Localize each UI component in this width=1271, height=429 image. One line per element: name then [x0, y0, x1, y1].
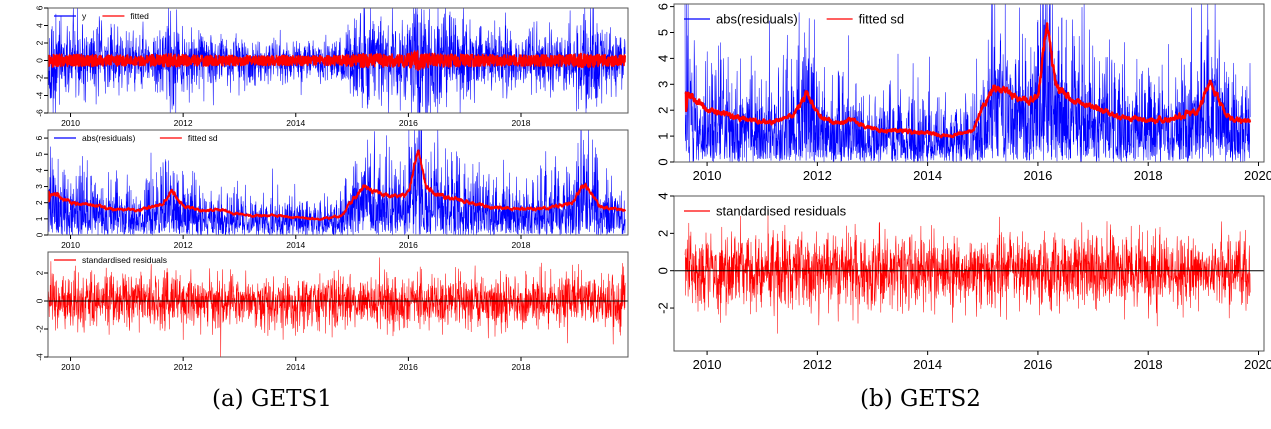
- x-tick-label: 2018: [1134, 168, 1163, 183]
- y-tick-label: 2: [655, 107, 670, 114]
- x-tick-label: 2016: [399, 362, 418, 372]
- legend-label: y: [82, 11, 87, 21]
- legend-label: standardised residuals: [82, 255, 167, 265]
- x-tick-label: 2014: [286, 240, 305, 250]
- x-tick-label: 2014: [913, 168, 942, 183]
- y-tick-label: -2: [655, 302, 670, 314]
- legend-label: abs(residuals): [716, 12, 798, 27]
- x-tick-label: 2014: [286, 118, 305, 128]
- x-tick-label: 2016: [399, 118, 418, 128]
- x-tick-label: 2016: [1023, 168, 1052, 183]
- caption-gets1: (a) GETS1: [212, 386, 332, 412]
- series-line: [48, 257, 626, 357]
- y-tick-label: -4: [34, 91, 44, 99]
- plot-frame: [47, 129, 629, 236]
- y-tick-label: 3: [34, 184, 44, 189]
- x-tick-label: 2012: [803, 168, 832, 183]
- plot-frame: [673, 3, 1265, 163]
- series-line: [48, 149, 627, 221]
- x-tick-label: 2018: [512, 240, 531, 250]
- y-tick-label: 1: [655, 132, 670, 139]
- y-tick-label: -2: [34, 74, 44, 82]
- x-tick-label: 2010: [693, 168, 722, 183]
- legend: standardised residuals: [54, 255, 167, 265]
- y-tick-label: 3: [655, 81, 670, 88]
- legend-label: fitted sd: [188, 133, 218, 143]
- series-line: [684, 214, 1251, 334]
- plot-area: [48, 8, 626, 113]
- y-tick-label: 2: [34, 270, 44, 275]
- y-tick-label: 2: [34, 200, 44, 205]
- y-tick-label: 0: [655, 267, 670, 274]
- y-tick-label: 6: [34, 135, 44, 140]
- y-tick-label: 2: [34, 40, 44, 45]
- x-tick-label: 2014: [286, 362, 305, 372]
- plot-area: [684, 4, 1252, 162]
- legend-label: fitted: [130, 11, 149, 21]
- y-tick-label: 0: [34, 58, 44, 63]
- x-tick-label: 2018: [1134, 357, 1163, 372]
- y-tick-label: 0: [34, 232, 44, 237]
- x-tick-label: 2010: [61, 118, 80, 128]
- y-tick-label: 2: [655, 230, 670, 237]
- x-tick-label: 2010: [61, 362, 80, 372]
- x-tick-label: 2012: [174, 240, 193, 250]
- x-tick-label: 2014: [913, 357, 942, 372]
- y-tick-label: 5: [655, 29, 670, 36]
- y-tick-label: -2: [34, 325, 44, 333]
- plot-area: [48, 130, 627, 235]
- caption-gets2: (b) GETS2: [860, 386, 981, 412]
- x-tick-label: 2018: [512, 118, 531, 128]
- y-tick-label: 4: [655, 192, 670, 199]
- y-tick-label: -6: [34, 109, 44, 117]
- series-line: [684, 4, 1251, 162]
- x-tick-label: 2016: [399, 240, 418, 250]
- series-line: [684, 22, 1252, 139]
- y-tick-label: 4: [655, 55, 670, 62]
- y-tick-label: -4: [34, 353, 44, 361]
- x-tick-label: 2012: [174, 118, 193, 128]
- y-tick-label: 0: [655, 158, 670, 165]
- chart-b2: 2010 2012 2014 2016 2018 2020 -2 0 2 4 standardise…: [655, 192, 1271, 372]
- y-tick-label: 6: [655, 3, 670, 10]
- x-tick-label: 2020: [1244, 357, 1271, 372]
- legend: abs(residuals) fitted sd: [684, 12, 904, 27]
- x-tick-label: 2016: [1023, 357, 1052, 372]
- x-tick-label: 2012: [803, 357, 832, 372]
- y-tick-label: 1: [34, 216, 44, 221]
- plot-frame: [673, 195, 1265, 352]
- legend: abs(residuals) fitted sd: [54, 133, 218, 143]
- plot-frame: [47, 251, 629, 358]
- chart-a3: 2010 2012 2014 2016 2018 -4 -2 0 2 standardised r…: [34, 251, 629, 372]
- y-tick-label: 4: [34, 23, 44, 28]
- chart-b1: 2010 2012 2014 2016 2018 2020 0 1 2 3 4 5 6 abs(resid…: [655, 3, 1271, 183]
- legend-label: abs(residuals): [82, 133, 136, 143]
- x-tick-label: 2010: [693, 357, 722, 372]
- chart-a1: 2010 2012 2014 2016 2018 -6 -4 -2 0 2 4 6 y fitted: [34, 5, 629, 128]
- legend: standardised residuals: [684, 204, 847, 219]
- y-tick-label: 5: [34, 152, 44, 157]
- x-tick-label: 2012: [174, 362, 193, 372]
- legend-label: standardised residuals: [716, 204, 847, 219]
- y-tick-label: 4: [34, 168, 44, 173]
- x-tick-label: 2010: [61, 240, 80, 250]
- legend: y fitted: [54, 11, 149, 21]
- legend-label: fitted sd: [859, 12, 905, 27]
- series-line: [48, 50, 626, 72]
- y-tick-label: 6: [34, 5, 44, 10]
- series-line: [48, 130, 626, 235]
- x-tick-label: 2018: [512, 362, 531, 372]
- plot-area: [684, 214, 1251, 334]
- y-tick-label: 0: [34, 298, 44, 303]
- x-tick-label: 2020: [1244, 168, 1271, 183]
- chart-a2: 2010 2012 2014 2016 2018 0 1 2 3 4 5 6 abs(residuals…: [34, 129, 629, 250]
- plot-area: [48, 257, 626, 357]
